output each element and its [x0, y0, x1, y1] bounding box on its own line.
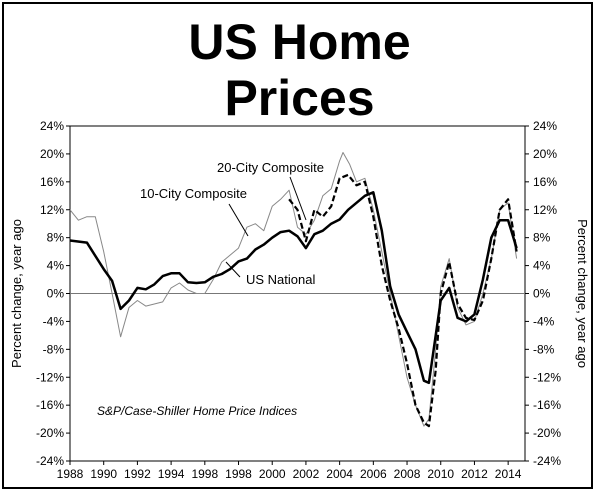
x-tick-label: 1990: [90, 467, 117, 481]
chart-title-line1: US Home: [188, 14, 411, 70]
y-tick-label-right: 16%: [533, 175, 557, 189]
y-tick-label-left: 16%: [40, 175, 64, 189]
y-tick-label-right: 20%: [533, 147, 557, 161]
y-tick-label-left: -8%: [43, 342, 65, 356]
annotation-label: US National: [246, 272, 315, 287]
x-tick-label: 2008: [394, 467, 421, 481]
y-tick-label-right: 8%: [533, 231, 551, 245]
annotation-leader: [225, 261, 241, 278]
y-tick-label-right: -12%: [533, 370, 561, 384]
chart-title-line2: Prices: [224, 70, 375, 126]
y-tick-label-right: -20%: [533, 426, 561, 440]
y-tick-label-right: -24%: [533, 454, 561, 468]
x-tick-label: 2000: [259, 467, 286, 481]
y-tick-label-left: 0%: [47, 287, 65, 301]
series-line-us-national: [69, 191, 518, 385]
y-tick-label-left: 20%: [40, 147, 64, 161]
x-tick-label: 1992: [124, 467, 151, 481]
y-tick-label-right: -4%: [533, 314, 555, 328]
y-tick-label-right: 0%: [533, 287, 551, 301]
x-tick-label: 1988: [57, 467, 84, 481]
x-tick-label: 1998: [191, 467, 218, 481]
y-tick-label-right: -8%: [533, 342, 555, 356]
y-tick-label-left: -4%: [43, 314, 65, 328]
y-tick-label-right: 24%: [533, 119, 557, 133]
x-tick-label: 2004: [326, 467, 353, 481]
y-tick-label-right: 4%: [533, 259, 551, 273]
y-tick-label-left: -12%: [36, 370, 64, 384]
x-tick-label: 1998: [225, 467, 252, 481]
y-tick-label-left: -24%: [36, 454, 64, 468]
y-tick-label-left: -20%: [36, 426, 64, 440]
x-tick-label: 2014: [495, 467, 522, 481]
x-tick-label: 2002: [293, 467, 320, 481]
series-line-10-city-composite: [69, 152, 518, 427]
series-line-20-city-composite: [288, 173, 518, 428]
source-note: S&P/Case-Shiller Home Price Indices: [97, 404, 297, 418]
x-tick-label: 2012: [461, 467, 488, 481]
y-tick-label-left: 12%: [40, 203, 64, 217]
y-tick-label-left: -16%: [36, 398, 64, 412]
y-tick-label-right: 12%: [533, 203, 557, 217]
y-axis-label-right: Percent change, year ago: [575, 219, 590, 368]
chart-frame: [2, 2, 593, 489]
x-tick-label: 2010: [427, 467, 454, 481]
y-tick-label-left: 4%: [47, 259, 65, 273]
annotation-leader: [289, 176, 307, 221]
annotation-label: 10-City Composite: [140, 186, 247, 201]
y-tick-label-left: 8%: [47, 231, 65, 245]
x-tick-label: 1994: [158, 467, 185, 481]
y-axis-label-left: Percent change, year ago: [9, 219, 24, 368]
y-tick-label-left: 24%: [40, 119, 64, 133]
annotation-label: 20-City Composite: [217, 160, 324, 175]
y-tick-label-right: -16%: [533, 398, 561, 412]
annotation-leader: [228, 203, 249, 237]
x-tick-label: 2006: [360, 467, 387, 481]
plot-area: 24% 24% 20% 20% 16% 16% 12% 12% 8% 8% 4% 4% 0% 0% -4% -…: [9, 119, 590, 481]
